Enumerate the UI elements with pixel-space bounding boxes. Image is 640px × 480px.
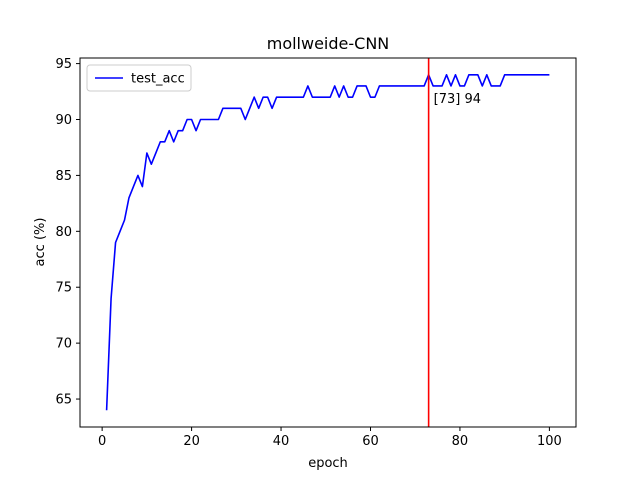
y-tick-label: 70 [55,337,72,352]
plot-area: [73] 94 0 20 40 60 80 100 65 70 75 80 85 90 95 test_ac… [55,57,577,449]
y-tick-label: 75 [55,281,72,296]
series-line-test_acc [105,73,550,411]
x-tick-label: 0 [98,434,106,449]
x-tick-label: 60 [362,434,379,449]
x-tick-label: 40 [273,434,290,449]
annotation-label: [73] 94 [434,92,481,107]
legend-box [86,64,192,92]
y-tick-label: 95 [55,57,72,72]
x-tick-label: 80 [452,434,469,449]
y-tick-label: 80 [55,225,72,240]
y-tick-label: 90 [55,113,72,128]
y-tick-label: 85 [55,169,72,184]
legend-label-test_acc: test_acc [131,72,185,87]
y-tick-label: 65 [55,393,72,408]
y-axis-label: acc (%) [33,218,48,267]
chart-title: mollweide-CNN [267,34,390,53]
axes-frame [79,57,577,428]
x-tick-label: 100 [537,434,562,449]
x-tick-label: 20 [183,434,200,449]
x-axis-label: epoch [308,456,348,471]
